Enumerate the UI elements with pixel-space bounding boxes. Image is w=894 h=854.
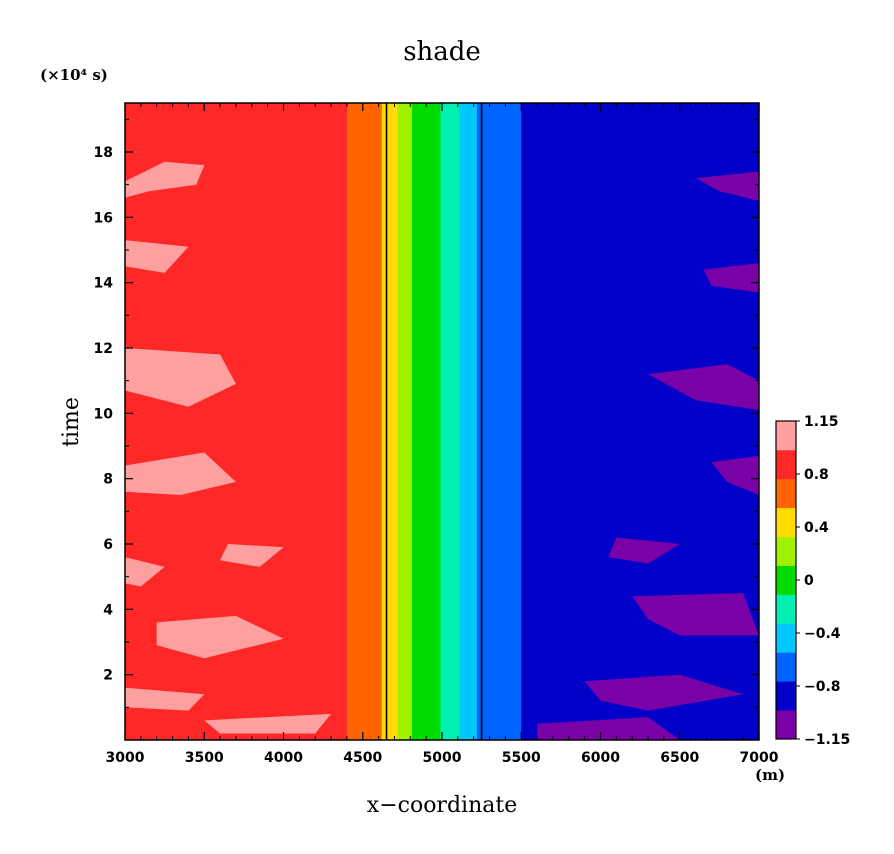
colorbar-tick-label: −0.4 [804,626,841,642]
colorbar-swatch-0 [776,710,796,740]
shade-patch-0 [125,161,205,198]
x-tick-label: 3000 [106,750,145,766]
colorbar-tick-label: 1.15 [804,414,839,430]
shade-patch-3 [125,452,236,495]
colorbar-swatch-9 [776,449,796,480]
colorbar-tick-label: 0.4 [804,520,829,536]
colorbar-tick-label: −0.8 [804,679,841,695]
shade-patch-1 [125,240,189,273]
shade-patch-16 [537,717,680,740]
x-tick-label: 3500 [185,750,224,766]
x-tick-label: 5000 [423,750,462,766]
x-tick-label: 4500 [343,750,382,766]
y-tick-label: 14 [94,276,114,292]
y-tick-label: 16 [94,210,113,226]
colorbar: 1.15 0.8 0.4 0 −0.4 −0.8 −1.15 [775,414,850,748]
shade-patch-6 [156,615,284,659]
y-tick-label: 12 [94,341,113,357]
y-tick-label: 6 [103,537,113,553]
colorbar-swatch-8 [776,478,796,509]
y-tick-label: 18 [94,145,113,161]
shade-patch-13 [608,537,680,564]
x-axis-ticks: 3000 3500 4000 4500 5000 5500 6000 6500 7000 [106,103,779,766]
shade-band-5 [440,103,460,740]
shade-patch-7 [125,687,205,711]
shade-band-3 [397,103,413,740]
shade-band-7 [476,103,522,740]
y-axis-unit: (×10⁴ s) [40,66,108,84]
shade-patches [125,161,759,740]
y-tick-label: 2 [103,668,113,684]
colorbar-swatch-5 [776,565,796,595]
shade-patch-9 [695,171,759,201]
shade-patch-11 [648,364,759,411]
colorbar-tick-label: 0 [804,573,814,589]
colorbar-swatch-10 [776,421,796,451]
x-tick-label: 7000 [740,750,779,766]
shade-band-8 [521,103,759,740]
x-tick-label: 6500 [660,750,699,766]
colorbar-swatch-4 [776,594,796,624]
y-tick-label: 4 [103,602,113,618]
shade-patch-8 [204,713,332,734]
y-axis-ticks: 2 4 6 8 10 12 14 16 18 [94,118,759,708]
shade-patch-5 [220,544,284,567]
shade-patch-12 [711,455,759,495]
x-tick-label: 4000 [264,750,303,766]
shade-band-2 [381,103,399,740]
colorbar-swatch-7 [776,507,796,538]
y-tick-label: 8 [103,472,113,488]
shade-patch-15 [584,674,744,711]
shade-patch-4 [125,557,165,587]
x-tick-label: 6000 [581,750,620,766]
colorbar-tick-label: 0.8 [804,467,829,483]
y-tick-label: 10 [94,406,114,422]
shade-band-4 [411,103,441,740]
reference-lines [385,103,483,740]
shade-band-6 [459,103,478,740]
colorbar-tick-label: −1.15 [804,732,850,748]
x-axis-unit: (m) [755,766,785,784]
shade-patch-10 [703,263,759,293]
chart-title: shade [403,37,481,67]
colorbar-swatch-3 [776,623,796,653]
x-tick-label: 5500 [502,750,541,766]
x-axis-label: x−coordinate [367,793,517,818]
shade-band-1 [346,103,383,740]
y-axis-label: time [59,397,84,447]
colorbar-swatch-6 [776,536,796,566]
shade-patch-2 [125,348,236,407]
shade-patch-14 [632,593,759,636]
colorbar-swatch-2 [776,652,796,682]
plot-area: 3000 3500 4000 4500 5000 5500 6000 6500 7000 2 4 6… [94,102,779,766]
colorbar-swatch-1 [776,681,796,711]
